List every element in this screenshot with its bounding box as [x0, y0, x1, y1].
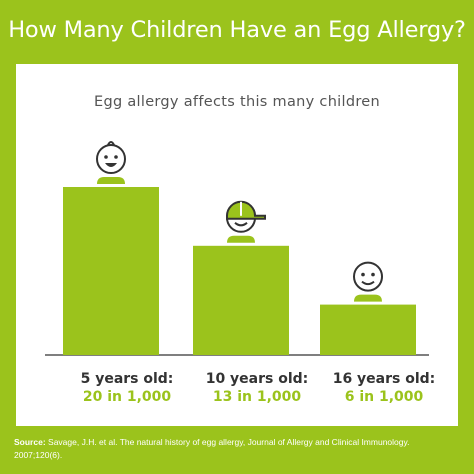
bar-2 — [193, 245, 289, 355]
icon-eye — [371, 272, 375, 277]
source-label: Source: — [14, 437, 46, 447]
icon-hair — [107, 141, 115, 146]
chart-panel: Egg allergy affects this many children 5… — [16, 64, 458, 426]
smiling-child-icon — [96, 141, 126, 184]
icon-cap — [226, 200, 266, 220]
source-note: Source: Savage, J.H. et al. The natural … — [14, 436, 460, 462]
icon-body — [354, 294, 382, 302]
icon-eye — [104, 155, 108, 159]
icon-body — [227, 235, 255, 243]
category-label-2: 10 years old: 13 in 1,000 — [192, 370, 322, 406]
bar-chart — [45, 141, 429, 356]
icon-eye — [114, 155, 118, 159]
bar-1 — [63, 187, 159, 355]
category-label-3: 16 years old: 6 in 1,000 — [319, 370, 449, 406]
bar-3 — [320, 304, 416, 355]
teen-face-icon — [353, 261, 383, 302]
icon-head — [353, 261, 383, 292]
child-with-cap-icon — [226, 200, 266, 243]
icon-mouth — [105, 163, 117, 167]
page-title: How Many Children Have an Egg Allergy? — [8, 17, 466, 43]
category-name: 16 years old: — [332, 371, 436, 387]
category-value: 20 in 1,000 — [82, 389, 172, 405]
icon-mouth — [361, 280, 375, 286]
icon-head — [96, 144, 126, 174]
icon-body — [97, 177, 125, 184]
source-text: Savage, J.H. et al. The natural history … — [14, 437, 410, 460]
category-label-1: 5 years old: 20 in 1,000 — [62, 370, 192, 406]
icon-eye — [361, 272, 365, 277]
category-name: 5 years old: — [80, 371, 174, 387]
chart-subtitle: Egg allergy affects this many children — [93, 94, 380, 110]
category-name: 10 years old: — [205, 371, 309, 387]
category-value: 6 in 1,000 — [344, 389, 424, 405]
category-value: 13 in 1,000 — [212, 389, 302, 405]
icon-mouth — [234, 222, 248, 227]
